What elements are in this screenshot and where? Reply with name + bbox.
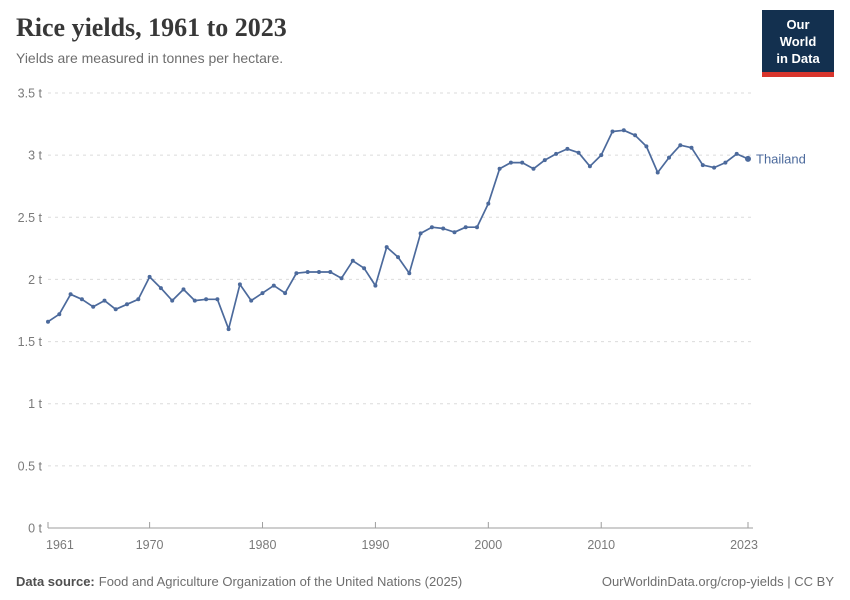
entity-label-thailand: Thailand bbox=[756, 151, 806, 166]
data-point bbox=[113, 307, 118, 312]
data-point bbox=[283, 291, 288, 296]
data-point bbox=[305, 270, 310, 274]
data-point bbox=[429, 225, 434, 230]
series-line-thailand bbox=[47, 129, 749, 330]
data-point bbox=[136, 297, 141, 302]
y-axis-tick-label: 1.5 t bbox=[18, 335, 43, 349]
data-point bbox=[350, 258, 355, 263]
data-point bbox=[610, 129, 615, 134]
data-point bbox=[497, 166, 502, 171]
y-axis-tick-label: 0 t bbox=[28, 522, 42, 536]
data-point bbox=[226, 327, 231, 332]
chart-footer: Data source: Food and Agriculture Organiz… bbox=[0, 574, 850, 589]
data-point bbox=[655, 170, 660, 175]
y-axis-tick-label: 3 t bbox=[28, 149, 42, 163]
data-point bbox=[384, 245, 389, 250]
data-point bbox=[678, 143, 683, 148]
data-point bbox=[170, 298, 175, 303]
data-point bbox=[68, 292, 73, 297]
data-point bbox=[147, 274, 152, 279]
data-point bbox=[294, 271, 299, 276]
y-axis-tick-label: 2 t bbox=[28, 273, 42, 287]
data-point bbox=[621, 128, 626, 133]
data-point bbox=[542, 158, 547, 163]
x-axis-tick-label: 1990 bbox=[362, 538, 390, 552]
data-point bbox=[373, 283, 378, 288]
y-axis-tick-label: 2.5 t bbox=[18, 211, 43, 225]
data-point bbox=[633, 133, 638, 138]
x-axis-tick-label: 1961 bbox=[46, 538, 74, 552]
data-point bbox=[192, 298, 197, 303]
x-axis-tick-label: 1980 bbox=[249, 538, 277, 552]
data-point bbox=[475, 225, 479, 230]
data-point bbox=[418, 231, 423, 236]
x-axis-tick-label: 2010 bbox=[587, 538, 615, 552]
line-chart: 0 t 0.5 t 1 t 1.5 t 2 t 2.5 t 3 t 3.5 t 1961 1970… bbox=[18, 87, 806, 553]
data-point bbox=[362, 266, 367, 271]
y-axis-tick-label: 1 t bbox=[28, 397, 42, 411]
data-point bbox=[689, 145, 694, 150]
data-point bbox=[46, 319, 50, 324]
y-axis-tick-label: 3.5 t bbox=[18, 87, 43, 101]
owid-logo-line1: Our World bbox=[779, 17, 817, 49]
data-point bbox=[644, 144, 649, 149]
data-source-label: Data source: bbox=[16, 574, 95, 589]
data-point bbox=[204, 297, 209, 302]
data-point bbox=[271, 283, 276, 288]
data-point bbox=[339, 276, 344, 281]
data-point bbox=[520, 160, 525, 165]
data-point bbox=[712, 165, 717, 170]
data-point bbox=[463, 225, 468, 230]
chart-title: Rice yields, 1961 to 2023 bbox=[16, 13, 287, 42]
data-point bbox=[260, 291, 265, 296]
data-point bbox=[317, 270, 321, 274]
data-point bbox=[599, 153, 604, 158]
data-point bbox=[396, 255, 400, 260]
data-point bbox=[565, 146, 570, 151]
chart-header: Rice yields, 1961 to 2023 Yields are mea… bbox=[16, 12, 740, 66]
data-point bbox=[723, 160, 728, 165]
data-point bbox=[57, 312, 62, 317]
data-point bbox=[587, 164, 592, 169]
data-point bbox=[249, 298, 254, 303]
data-point bbox=[158, 286, 163, 291]
data-point bbox=[700, 163, 705, 168]
data-source-text: Food and Agriculture Organization of the… bbox=[98, 574, 463, 589]
owid-logo-line2: in Data bbox=[776, 50, 820, 66]
y-axis-tick-label: 0.5 t bbox=[18, 459, 43, 473]
data-point bbox=[441, 226, 446, 231]
data-point bbox=[531, 166, 536, 171]
x-axis-tick-label: 1970 bbox=[136, 538, 164, 552]
data-point bbox=[576, 150, 581, 155]
data-point bbox=[79, 297, 84, 302]
owid-logo: Our World in Data bbox=[762, 10, 834, 77]
data-point bbox=[667, 155, 671, 160]
data-point bbox=[734, 151, 739, 156]
data-point bbox=[554, 151, 559, 156]
chart-subtitle: Yields are measured in tonnes per hectar… bbox=[16, 50, 284, 67]
series-end-dot bbox=[745, 155, 751, 162]
data-point bbox=[486, 201, 491, 206]
data-point bbox=[102, 298, 107, 303]
x-axis-tick-label: 2023 bbox=[730, 538, 758, 552]
x-axis-tick-label: 2000 bbox=[474, 538, 502, 552]
data-point bbox=[91, 304, 96, 309]
data-source-note: Data source: Food and Agriculture Organiz… bbox=[16, 574, 462, 589]
data-point bbox=[237, 282, 242, 287]
data-point bbox=[215, 297, 220, 302]
data-point bbox=[181, 287, 186, 292]
data-point bbox=[328, 270, 333, 274]
data-point bbox=[125, 302, 129, 307]
data-point bbox=[508, 160, 513, 165]
license-link: OurWorldinData.org/crop-yields | CC BY bbox=[601, 574, 834, 589]
data-point bbox=[407, 271, 412, 276]
data-point bbox=[452, 230, 457, 235]
